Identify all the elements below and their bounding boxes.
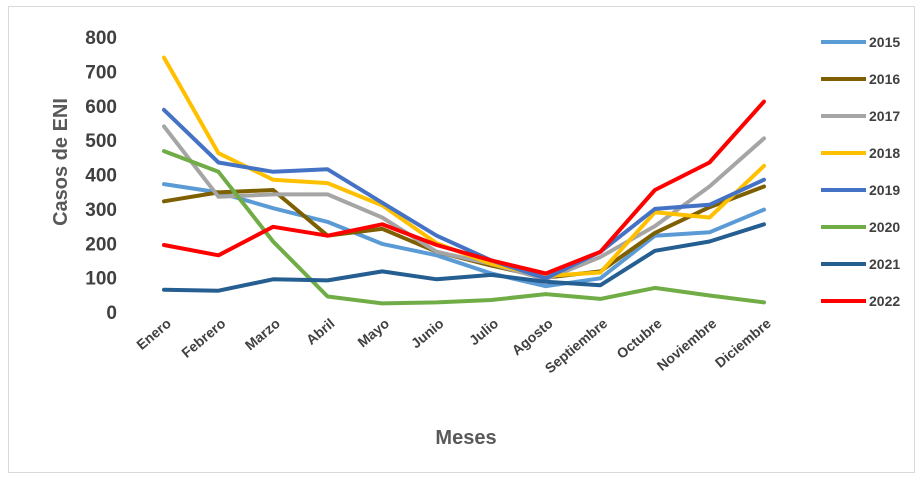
y-tick-label: 100 — [85, 269, 117, 290]
y-tick-label: 400 — [85, 166, 117, 187]
legend: 2015 2016 2017 2018 2019 2020 2021 2022 — [821, 34, 900, 309]
x-tick-label: Diciembre — [712, 315, 774, 371]
legend-label: 2018 — [869, 145, 900, 161]
legend-label: 2022 — [869, 293, 900, 309]
series-line-2015 — [162, 182, 766, 289]
series-line-2019 — [162, 107, 766, 281]
legend-label: 2017 — [869, 108, 900, 124]
legend-label: 2021 — [869, 256, 900, 272]
series-lines — [162, 55, 766, 306]
y-tick-label: 700 — [85, 62, 117, 83]
y-tick-label: 200 — [85, 234, 117, 255]
x-axis-title: Meses — [435, 427, 496, 449]
x-tick-label: Abril — [303, 315, 338, 348]
legend-label: 2016 — [869, 71, 900, 87]
x-tick-label: Mayo — [354, 315, 392, 350]
y-tick-label: 500 — [85, 131, 117, 152]
y-tick-label: 0 — [106, 303, 117, 324]
y-axis-ticks: 0 100 200 300 400 500 600 700 800 — [85, 28, 117, 324]
series-line-2021 — [162, 222, 766, 293]
chart-frame: Casos de ENI Meses 0 100 200 300 400 500 600 70… — [8, 6, 915, 473]
line-chart: Casos de ENI Meses 0 100 200 300 400 500 600 70… — [50, 28, 900, 449]
y-tick-label: 600 — [85, 97, 117, 118]
x-tick-label: Febrero — [178, 315, 228, 361]
x-axis-ticks: Enero Febrero Marzo Abril Mayo Junio Julio Agos… — [133, 315, 774, 376]
x-tick-label: Octubre — [613, 315, 665, 362]
legend-label: 2019 — [869, 182, 900, 198]
y-tick-label: 800 — [85, 28, 117, 49]
legend-label: 2020 — [869, 219, 900, 235]
y-axis-title: Casos de ENI — [50, 98, 72, 226]
x-tick-label: Marzo — [242, 315, 283, 353]
legend-label: 2015 — [869, 34, 900, 50]
series-line-2020 — [162, 149, 766, 306]
x-tick-label: Noviembre — [654, 315, 720, 374]
y-tick-label: 300 — [85, 200, 117, 221]
x-tick-label: Julio — [466, 315, 501, 348]
series-line-2017 — [162, 124, 766, 282]
series-line-2022 — [162, 99, 766, 276]
x-tick-label: Agosto — [509, 315, 556, 358]
x-tick-label: Enero — [133, 315, 174, 353]
x-tick-label: Junio — [408, 315, 447, 351]
